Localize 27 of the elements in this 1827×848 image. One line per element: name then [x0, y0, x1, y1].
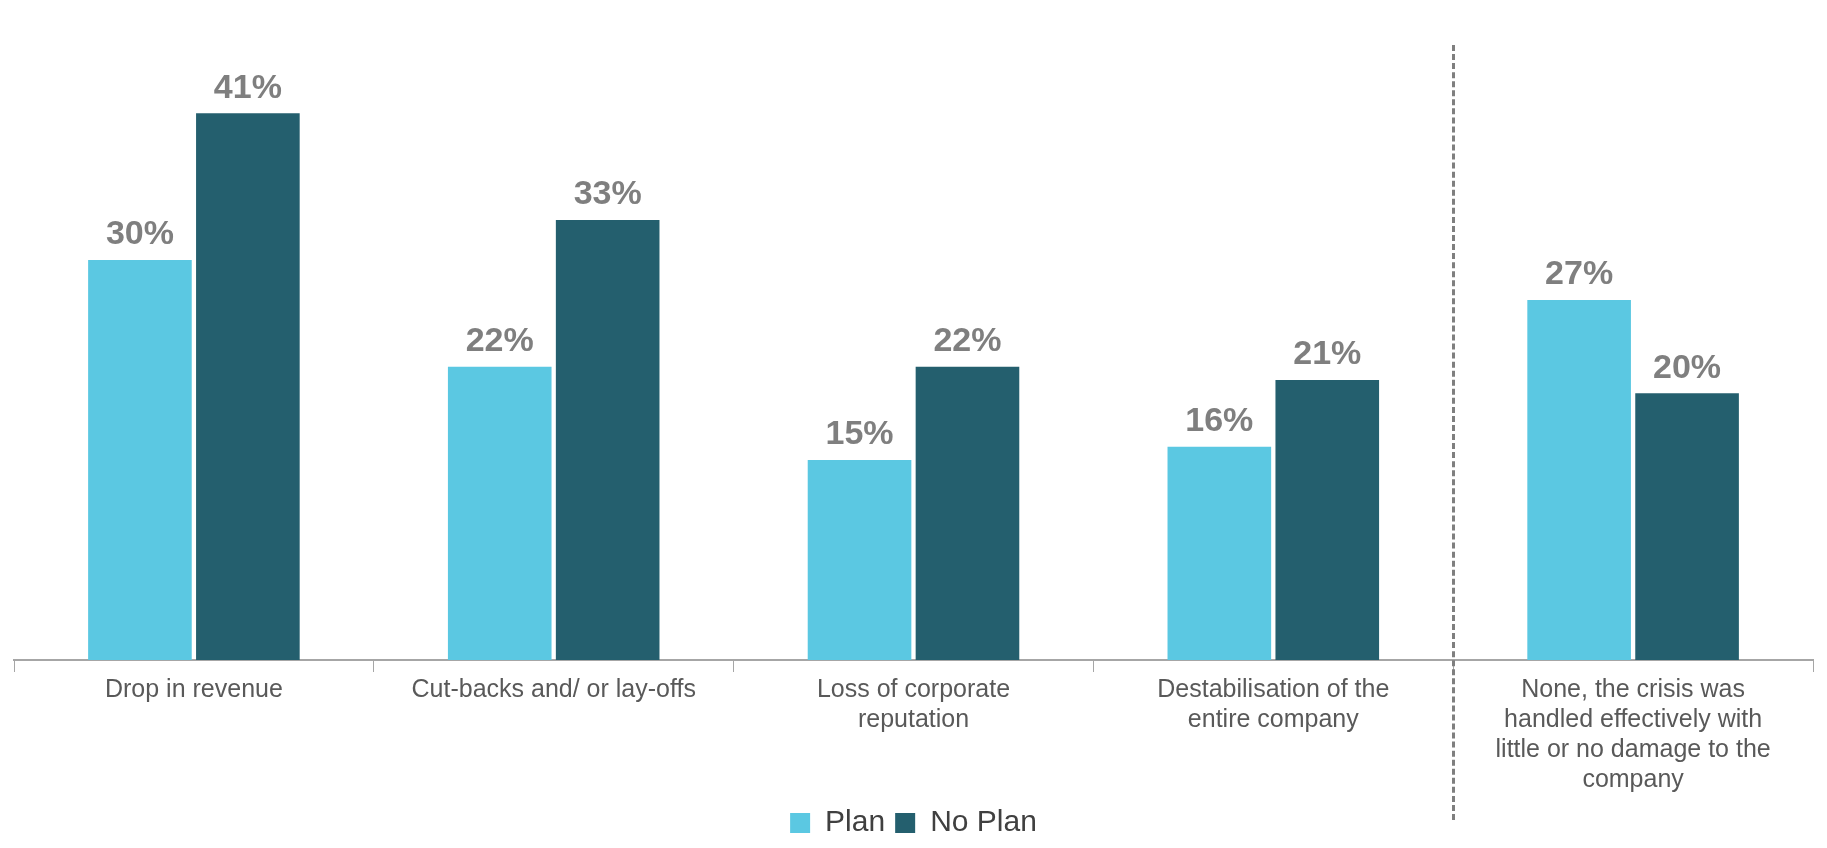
data-label: 30%: [105, 213, 174, 252]
legend-label: Plan: [825, 804, 886, 838]
bar: [1635, 393, 1739, 660]
bar: [196, 113, 300, 660]
data-label: 41%: [213, 66, 282, 105]
data-label: 27%: [1545, 253, 1614, 292]
data-label: 15%: [825, 413, 894, 452]
bar: [915, 366, 1020, 660]
data-label: 33%: [573, 173, 642, 212]
bar: [447, 366, 552, 660]
data-label: 21%: [1293, 333, 1362, 372]
data-label: 22%: [465, 320, 534, 359]
legend-label: No Plan: [930, 804, 1037, 838]
x-tick-label: Drop in revenue: [104, 673, 283, 702]
bar: [807, 460, 912, 660]
x-tick-label: Cut-backs and/ or lay-offs: [411, 673, 696, 702]
x-tick-label: Destabilisation of the entire company: [1157, 673, 1390, 732]
data-label: 16%: [1185, 400, 1254, 439]
bar: [88, 260, 192, 660]
bar: [1527, 300, 1631, 660]
bar: [1275, 380, 1380, 660]
data-label: 20%: [1653, 346, 1722, 385]
x-tick-label: Loss of corporate reputation: [816, 673, 1011, 732]
x-tick-label: None, the crisis was handled effectively with little or no damage to the company: [1495, 673, 1771, 792]
data-label: 22%: [933, 320, 1002, 359]
bar: [1167, 446, 1272, 660]
bar: [555, 220, 660, 660]
